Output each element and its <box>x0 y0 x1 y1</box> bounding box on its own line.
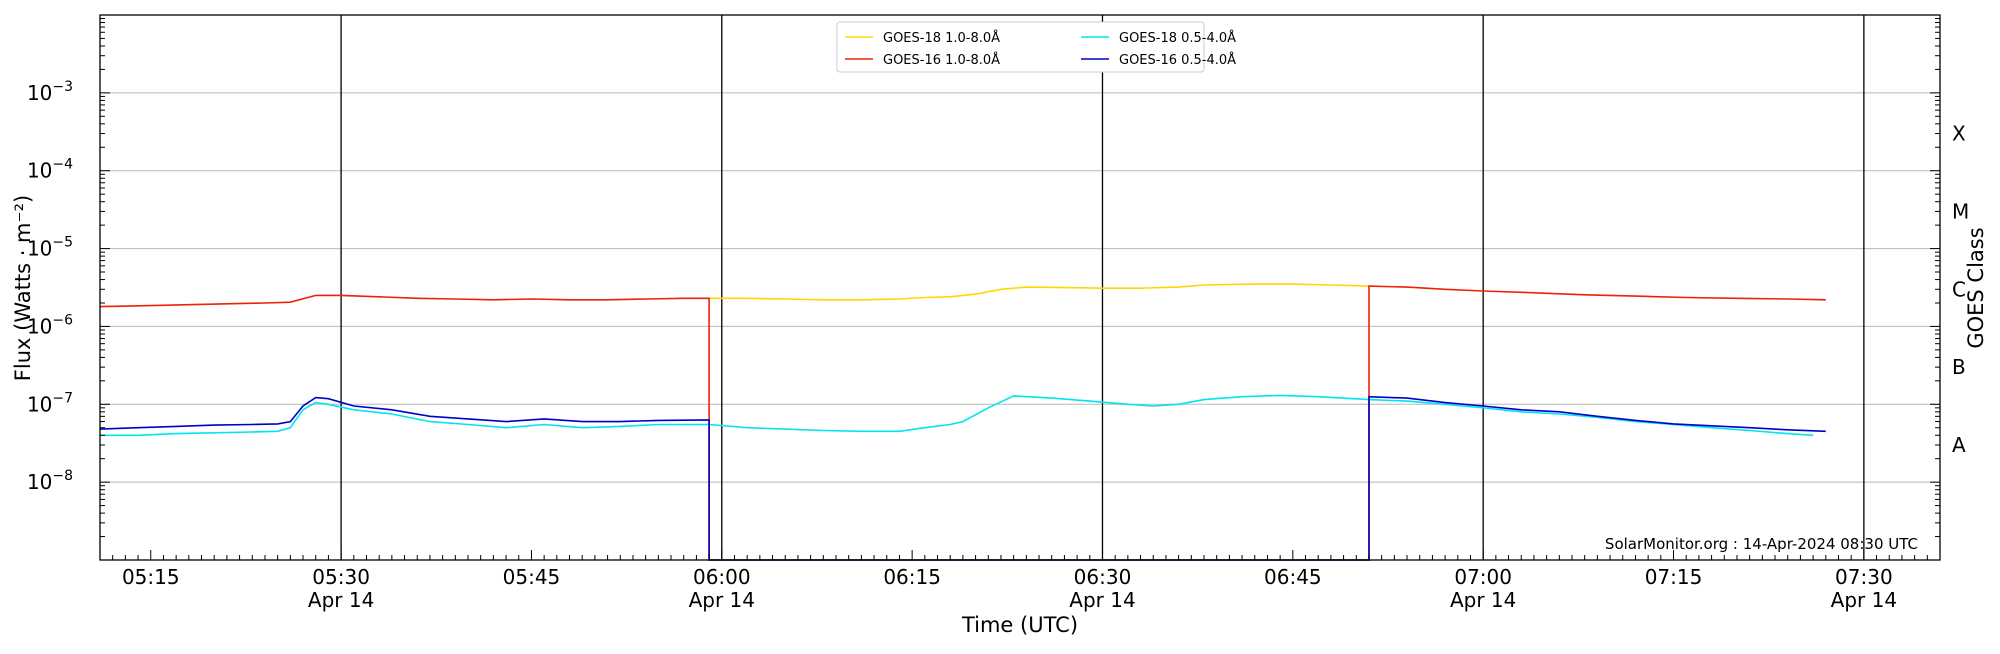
y-tick-label: 10−7 <box>27 390 73 416</box>
x-tick-label: 05:45 <box>503 565 561 589</box>
goes-class-label: C <box>1952 277 1966 301</box>
y-tick-labels: 10−8 10−7 10−6 10−5 10−4 10−3 <box>27 79 73 494</box>
x-tick-label: 05:15 <box>122 565 180 589</box>
legend-box <box>836 21 1205 73</box>
y-tick-label: 10−5 <box>27 235 73 261</box>
credit-text: SolarMonitor.org : 14-Apr-2024 08:30 UTC <box>1605 535 1918 553</box>
x-tick-label: 06:30 <box>1074 565 1132 589</box>
y-tick-label: 10−6 <box>27 312 73 338</box>
y-tick-label: 10−3 <box>27 79 73 105</box>
x-tick-label: 06:00 <box>693 565 751 589</box>
series-line <box>709 283 1370 301</box>
plot-frame <box>99 14 1941 561</box>
series-line <box>99 395 1826 561</box>
y-axis-label: Flux (Watts · m⁻²) <box>11 195 35 381</box>
x-tick-date-label: Apr 14 <box>1450 588 1516 612</box>
goes-class-label: B <box>1952 355 1966 379</box>
series-line <box>100 394 1814 437</box>
x-tick-label: 07:30 <box>1835 565 1893 589</box>
x-tick-date-label: Apr 14 <box>1069 588 1135 612</box>
legend-label: GOES-16 0.5-4.0Å <box>1119 52 1236 68</box>
x-tick-label: 07:00 <box>1454 565 1512 589</box>
series-line <box>99 285 1826 561</box>
legend-label: GOES-18 0.5-4.0Å <box>1119 30 1236 46</box>
x-tick-label: 06:45 <box>1264 565 1322 589</box>
y-tick-label: 10−4 <box>27 157 73 183</box>
series-lines <box>99 283 1826 561</box>
y-tick-label: 10−8 <box>27 468 73 494</box>
axis-ticks <box>99 18 1941 561</box>
x-tick-date-label: Apr 14 <box>689 588 755 612</box>
x-tick-label: 07:15 <box>1645 565 1703 589</box>
x-tick-date-label: Apr 14 <box>308 588 374 612</box>
legend: GOES-18 1.0-8.0Å GOES-18 0.5-4.0Å GOES-16 … <box>836 21 1236 73</box>
goes-class-label: X <box>1952 122 1966 146</box>
goes-class-axis-label: GOES Class <box>1964 227 1988 348</box>
x-tick-label: 06:15 <box>883 565 941 589</box>
legend-label: GOES-16 1.0-8.0Å <box>883 52 1000 68</box>
x-axis-label: Time (UTC) <box>961 613 1078 637</box>
goes-class-label: M <box>1952 199 1969 223</box>
x-tick-label: 05:30 <box>312 565 370 589</box>
x-tick-date-label: Apr 14 <box>1831 588 1897 612</box>
goes-class-label: A <box>1952 433 1966 457</box>
legend-label: GOES-18 1.0-8.0Å <box>883 30 1000 46</box>
goes-class-labels: A B C M X <box>1952 122 1969 457</box>
gridlines <box>100 92 1940 483</box>
